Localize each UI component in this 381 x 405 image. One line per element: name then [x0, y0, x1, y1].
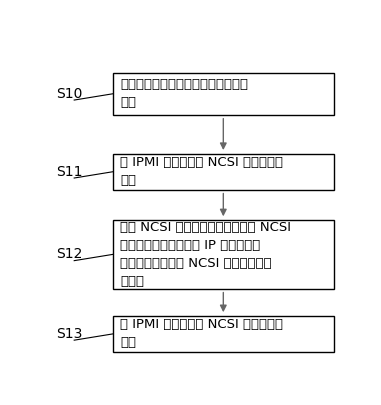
- Text: 发 IPMI 命令，选通 NCSI 功能为外插
网卡: 发 IPMI 命令，选通 NCSI 功能为外插 网卡: [120, 156, 283, 187]
- Text: 准备测试工具，并确认测试工具工作
正常: 准备测试工具，并确认测试工具工作 正常: [120, 78, 248, 109]
- Text: S11: S11: [56, 165, 83, 179]
- Text: S13: S13: [56, 327, 83, 341]
- Bar: [113, 154, 334, 190]
- Text: 测试 NCSI 网卡网络连通性，根据 NCSI
网卡是否能够得到有效 IP 地址，丢包
率是否正常，判断 NCSI 转接卡功能是
否正常: 测试 NCSI 网卡网络连通性，根据 NCSI 网卡是否能够得到有效 IP 地址…: [120, 221, 291, 288]
- Text: S12: S12: [56, 247, 83, 261]
- Bar: [113, 316, 334, 352]
- Text: 发 IPMI 命令，选通 NCSI 功能为默认
网卡: 发 IPMI 命令，选通 NCSI 功能为默认 网卡: [120, 318, 283, 350]
- Bar: [113, 220, 334, 289]
- Text: S10: S10: [56, 87, 83, 101]
- Bar: [113, 73, 334, 115]
